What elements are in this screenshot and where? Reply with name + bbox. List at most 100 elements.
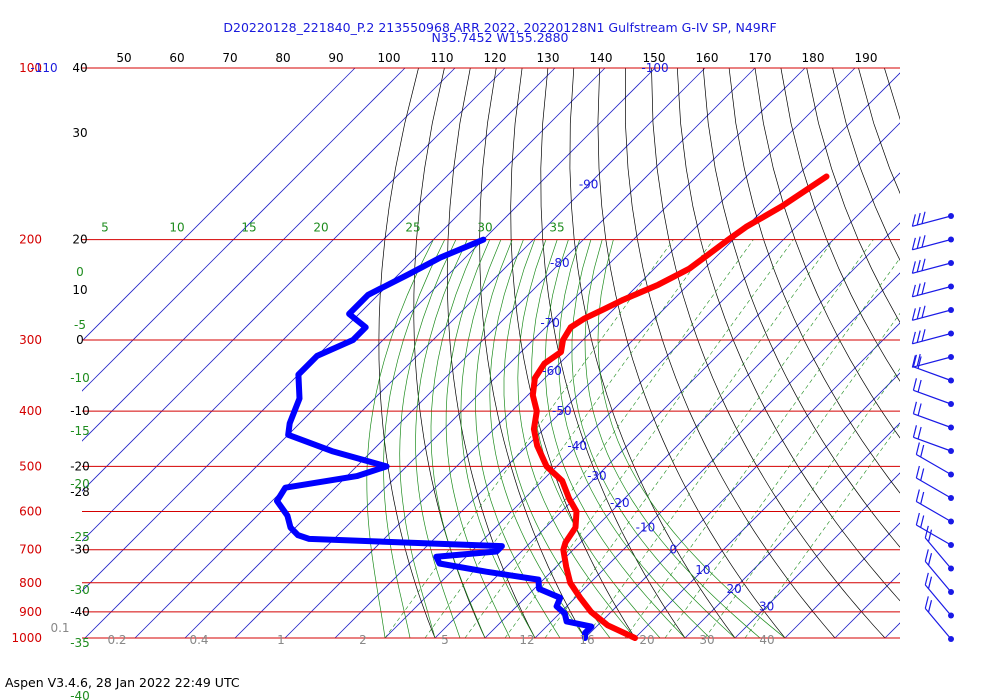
wind-barb-feather — [915, 489, 920, 502]
wind-barb-feather — [911, 355, 916, 368]
dry-adiabat-line — [446, 67, 536, 639]
mixing-ratio-top-label: 35 — [549, 221, 564, 235]
isotherm-label: 10 — [695, 563, 710, 577]
pressure-label-900: 900 — [19, 605, 42, 619]
sounding-profiles — [274, 173, 830, 641]
mixing-ratio-line — [544, 239, 834, 639]
isotherm-label: -90 — [579, 177, 599, 191]
dry-adiabat-line — [858, 67, 900, 195]
wind-barb-feather — [920, 468, 925, 481]
pressure-label-300: 300 — [19, 333, 42, 347]
wind-barb-feather — [911, 261, 916, 274]
wind-barb-feather — [920, 515, 925, 528]
mixing-ratio-top-label: 25 — [405, 221, 420, 235]
mixing-ratio-bottom-label: 2 — [359, 633, 367, 647]
pressure-label-500: 500 — [19, 459, 42, 473]
wind-barb-feather — [917, 356, 922, 369]
pressure-label-600: 600 — [19, 505, 42, 519]
isotherm-label: -70 — [540, 316, 560, 330]
dewpoint-profile-line — [274, 236, 595, 641]
moist-adiabat-line — [531, 239, 661, 639]
dry-adiabat-line — [988, 68, 1000, 638]
wind-barb-staff — [912, 332, 952, 345]
isotherm-line — [834, 572, 900, 639]
wind-barb-feather — [927, 553, 933, 566]
theta-left-label: -30 — [70, 583, 90, 597]
wind-barb-feather — [917, 426, 922, 440]
background-grid — [82, 67, 1000, 639]
wind-barb-feather — [920, 491, 925, 505]
wind-barb-feather — [916, 306, 921, 320]
top-axis-tick: 140 — [590, 51, 613, 65]
top-axis-tick: 80 — [275, 51, 290, 65]
moist-adiabat-line — [571, 239, 736, 639]
height-label: -10 — [70, 404, 90, 418]
wind-barb-feather — [916, 236, 921, 249]
axis-extra-label: -28 — [70, 485, 90, 499]
top-axis-tick: 180 — [802, 51, 825, 65]
wind-barb-staff — [924, 537, 952, 569]
dry-adiabat-line — [597, 67, 786, 639]
mixing-ratio-line — [464, 239, 754, 639]
wind-barb-feather — [921, 329, 926, 342]
wind-barb-feather — [911, 308, 916, 321]
top-axis-tick: 130 — [537, 51, 560, 65]
mixing-ratio-line — [624, 257, 900, 639]
height-label: -20 — [70, 459, 90, 473]
wind-barb-staff — [912, 238, 952, 251]
wind-barb-staff — [913, 389, 952, 405]
theta-left-label: -40 — [70, 689, 90, 700]
isotherm-line — [134, 67, 706, 639]
mixing-ratio-line — [384, 239, 674, 639]
isotherm-label: -40 — [567, 439, 587, 453]
dry-adiabat-line — [702, 67, 900, 548]
wind-barb-feather — [927, 576, 933, 589]
isotherm-line — [234, 67, 806, 639]
wind-barb-staff — [913, 413, 952, 429]
wind-barb-feather — [912, 401, 917, 414]
mixing-ratio-bottom-label: 1 — [277, 633, 285, 647]
isotherm-label: -20 — [610, 496, 630, 510]
isotherm-label: -30 — [587, 469, 607, 483]
theta-left-label: -5 — [74, 318, 86, 332]
isotherm-line — [82, 67, 406, 392]
wind-barb-feather — [911, 284, 916, 297]
wind-barb-staff — [912, 215, 952, 227]
wind-barb-staff — [916, 524, 952, 546]
mixing-ratio-bottom-label: 40 — [759, 633, 774, 647]
wind-barb-feather — [921, 258, 926, 271]
isotherm-label: -100 — [641, 61, 668, 75]
isotherm-line — [734, 472, 900, 639]
wind-barb-staff — [924, 560, 952, 593]
wind-barb-feather — [921, 211, 926, 224]
top-axis-tick: 90 — [328, 51, 343, 65]
isotherm-label: 0 — [669, 543, 677, 557]
wind-barb-feather — [916, 283, 921, 296]
mixing-ratio-line — [744, 423, 900, 639]
wind-barb-staff — [912, 285, 952, 298]
wind-barb-feather — [916, 330, 921, 343]
dry-adiabat-line — [832, 67, 900, 262]
mixing-ratio-bottom-label: 0.4 — [189, 633, 208, 647]
isotherm-line — [884, 622, 900, 639]
wind-barb-feather — [911, 237, 916, 250]
height-label: 40 — [72, 61, 87, 75]
isotherm-line — [484, 222, 900, 639]
height-label: 20 — [72, 233, 87, 247]
wind-barb-feather — [927, 600, 933, 613]
wind-barb-staff — [916, 500, 952, 523]
axis-extra-label: 10 — [72, 283, 87, 297]
isotherm-line — [584, 322, 900, 639]
wind-barb-feather — [917, 403, 922, 416]
wind-barb-staff — [912, 309, 952, 321]
top-axis-tick: 60 — [169, 51, 184, 65]
wind-barb-staff — [913, 436, 952, 452]
footer-version-text: Aspen V3.4.6, 28 Jan 2022 22:49 UTC — [5, 675, 240, 690]
pressure-label-800: 800 — [19, 576, 42, 590]
isotherm-line — [784, 522, 900, 639]
theta-left-label: -35 — [70, 636, 90, 650]
mixing-ratio-line — [504, 239, 794, 639]
moist-adiabat-line — [445, 239, 511, 639]
dry-adiabat-line — [910, 68, 1000, 638]
